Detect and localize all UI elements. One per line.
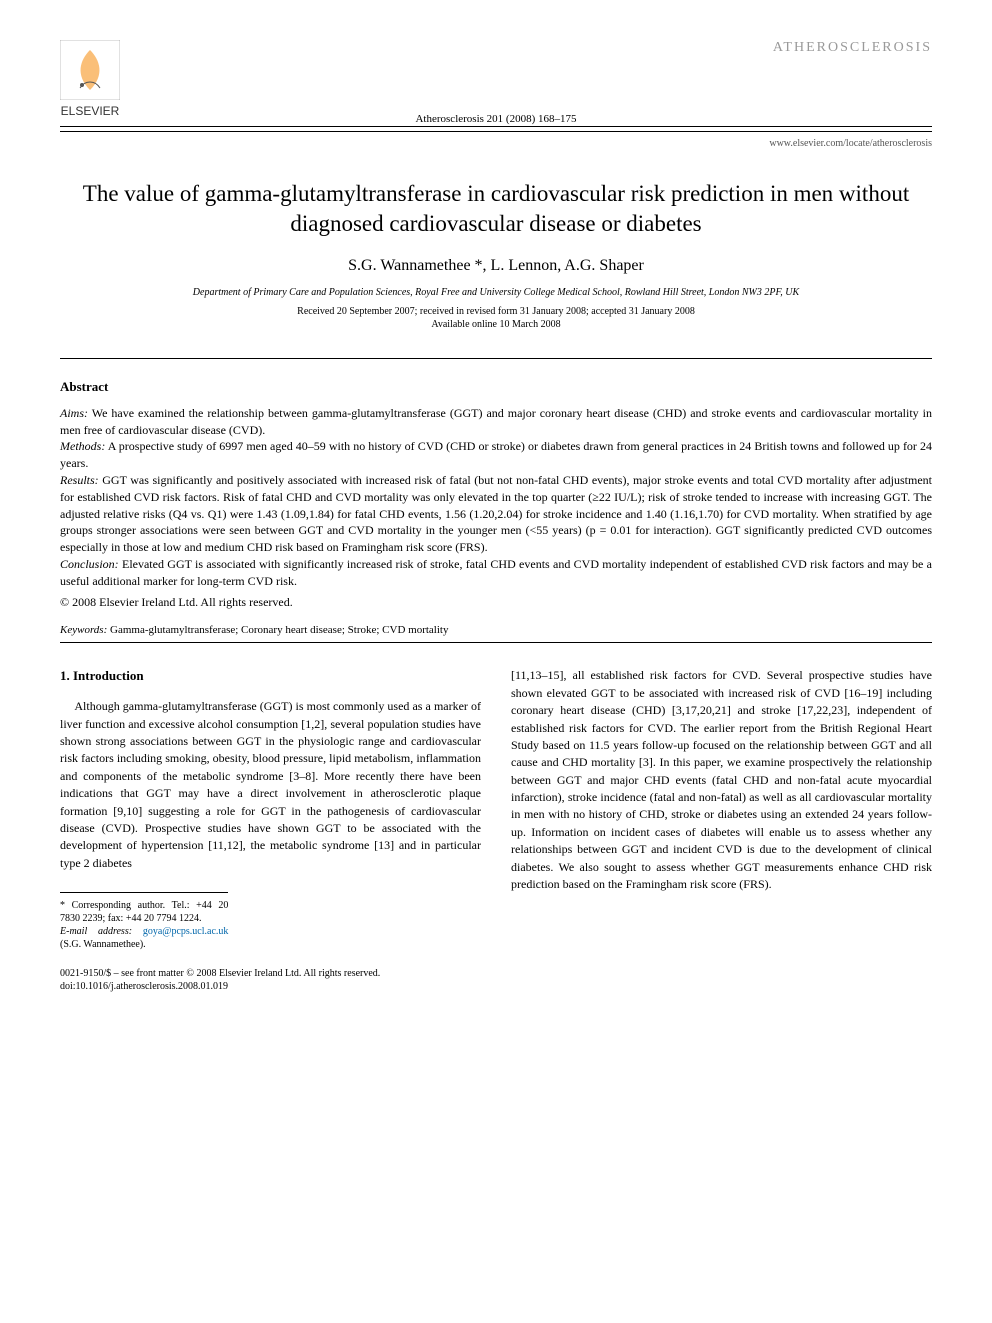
affiliation: Department of Primary Care and Populatio… [60, 287, 932, 298]
journal-logo-block: ATHEROSCLEROSIS [773, 40, 932, 96]
available-line: Available online 10 March 2008 [60, 319, 932, 330]
aims-text: We have examined the relationship betwee… [60, 406, 932, 437]
keywords-text: Gamma-glutamyltransferase; Coronary hear… [110, 624, 448, 636]
header-rule-bottom [60, 131, 932, 132]
email-name: (S.G. Wannamethee). [60, 939, 146, 950]
footer-line2: doi:10.1016/j.atherosclerosis.2008.01.01… [60, 980, 932, 993]
elsevier-logo-icon [60, 40, 120, 100]
body-col-right: [11,13–15], all established risk factors… [511, 667, 932, 951]
header-bar: ELSEVIER ATHEROSCLEROSIS [60, 40, 932, 118]
abstract-aims: Aims: We have examined the relationship … [60, 405, 932, 439]
abstract-conclusion: Conclusion: Elevated GGT is associated w… [60, 556, 932, 590]
body-para-right: [11,13–15], all established risk factors… [511, 667, 932, 893]
journal-url: www.elsevier.com/locate/atherosclerosis [60, 138, 932, 149]
copyright-line: © 2008 Elsevier Ireland Ltd. All rights … [60, 594, 932, 611]
email-line: E-mail address: goya@pcps.ucl.ac.uk (S.G… [60, 925, 228, 951]
header-rule-top [60, 126, 932, 127]
footer: 0021-9150/$ – see front matter © 2008 El… [60, 967, 932, 993]
aims-label: Aims: [60, 406, 88, 420]
publisher-name: ELSEVIER [61, 104, 120, 118]
section-heading-intro: 1. Introduction [60, 667, 481, 686]
footnotes: * Corresponding author. Tel.: +44 20 783… [60, 892, 228, 951]
abstract-heading: Abstract [60, 379, 932, 395]
abstract-methods: Methods: A prospective study of 6997 men… [60, 438, 932, 472]
body-columns: 1. Introduction Although gamma-glutamylt… [60, 667, 932, 951]
email-address[interactable]: goya@pcps.ucl.ac.uk [143, 926, 229, 937]
body-para-left: Although gamma-glutamyltransferase (GGT)… [60, 698, 481, 872]
methods-label: Methods: [60, 439, 105, 453]
authors: S.G. Wannamethee *, L. Lennon, A.G. Shap… [60, 257, 932, 275]
results-label: Results: [60, 473, 99, 487]
article-title: The value of gamma-glutamyltransferase i… [60, 179, 932, 239]
email-label: E-mail address: [60, 926, 132, 937]
conclusion-text: Elevated GGT is associated with signific… [60, 557, 932, 588]
abstract-results: Results: GGT was significantly and posit… [60, 472, 932, 556]
corresponding-author: * Corresponding author. Tel.: +44 20 783… [60, 899, 228, 925]
citation-line: Atherosclerosis 201 (2008) 168–175 [60, 113, 932, 125]
abstract-body: Aims: We have examined the relationship … [60, 405, 932, 611]
publisher-block: ELSEVIER [60, 40, 120, 118]
dates-line: Received 20 September 2007; received in … [60, 306, 932, 317]
keywords-line: Keywords: Gamma-glutamyltransferase; Cor… [60, 624, 932, 636]
abstract-rule-top [60, 358, 932, 359]
body-col-left: 1. Introduction Although gamma-glutamylt… [60, 667, 481, 951]
abstract-rule-bottom [60, 642, 932, 643]
conclusion-label: Conclusion: [60, 557, 119, 571]
methods-text: A prospective study of 6997 men aged 40–… [60, 439, 932, 470]
results-text: GGT was significantly and positively ass… [60, 473, 932, 554]
footer-line1: 0021-9150/$ – see front matter © 2008 El… [60, 967, 932, 980]
journal-name-logo: ATHEROSCLEROSIS [773, 40, 932, 56]
keywords-label: Keywords: [60, 624, 107, 636]
